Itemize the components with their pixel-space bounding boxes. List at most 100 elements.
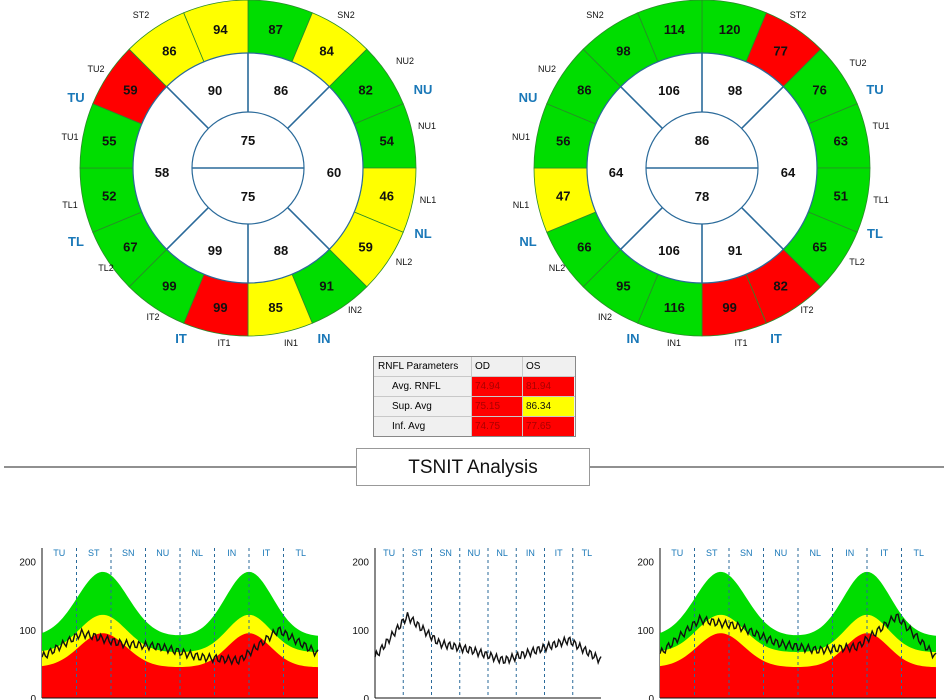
sector-label: IN1 xyxy=(284,338,298,348)
sector-value: 63 xyxy=(834,133,848,148)
tsnit-chart-overlay: 0 100 200 TU ST SN NU NL IN IT TL xyxy=(352,548,602,700)
quadrant-value: 88 xyxy=(274,243,288,258)
divider-line xyxy=(287,207,330,250)
table-row: Inf. Avg 74.75 77.65 xyxy=(374,416,575,436)
region-label: NU xyxy=(519,90,538,105)
region-label: TU xyxy=(866,82,883,97)
sector-label: TU2 xyxy=(87,64,104,74)
sector-value: 99 xyxy=(213,300,227,315)
y-tick-label: 100 xyxy=(352,626,369,637)
segment-label: TL xyxy=(582,548,593,558)
table-row: Avg. RNFL 74.94 81.94 xyxy=(374,376,575,396)
segment-label: NL xyxy=(496,548,508,558)
sector-label: NL1 xyxy=(420,195,437,205)
sector-value: 99 xyxy=(162,279,176,294)
od-sector-map: 87 84 82 54 46 59 91 85 99 99 67 52 55 59 86 94 90 86 58 6… xyxy=(61,0,437,348)
os-value: 77.65 xyxy=(523,417,574,436)
sector-label: NU2 xyxy=(538,64,556,74)
y-tick-label: 200 xyxy=(352,558,369,569)
sector-label: IT1 xyxy=(217,338,230,348)
quadrant-value: 106 xyxy=(658,83,680,98)
segment-label: NU xyxy=(774,548,787,558)
segment-label: NU xyxy=(156,548,169,558)
sector-value: 52 xyxy=(102,189,116,204)
sector-label: SN2 xyxy=(586,10,604,20)
y-tick-label: 100 xyxy=(637,626,654,637)
region-label: IT xyxy=(770,331,782,346)
rnfl-thickness-line xyxy=(41,626,319,666)
region-label: NL xyxy=(519,234,536,249)
sector-label: TL2 xyxy=(849,257,865,267)
quadrant-value: 60 xyxy=(327,165,341,180)
header-od: OD xyxy=(472,357,523,376)
os-sector-map: 120 77 76 63 51 65 82 99 116 95 66 47 56 86 98 114 106 9… xyxy=(512,0,890,348)
y-tick-label: 0 xyxy=(648,694,654,700)
center-value-bottom: 75 xyxy=(241,189,255,204)
sector-value: 94 xyxy=(213,22,228,37)
y-tick-label: 100 xyxy=(19,626,36,637)
od-value: 75.15 xyxy=(472,397,523,416)
sector-label: IT2 xyxy=(800,305,813,315)
os-value: 86.34 xyxy=(523,397,574,416)
divider-line xyxy=(620,207,663,250)
sector-label: IN1 xyxy=(667,338,681,348)
tsnit-analysis-title: TSNIT Analysis xyxy=(356,448,590,486)
sector-label: IN2 xyxy=(598,312,612,322)
sector-value: 95 xyxy=(616,279,630,294)
segment-label: TU xyxy=(671,548,683,558)
sector-value: 86 xyxy=(162,43,176,58)
region-label: IT xyxy=(175,331,187,346)
segment-label: IN xyxy=(526,548,535,558)
quadrant-value: 106 xyxy=(658,243,680,258)
sector-label: TL2 xyxy=(98,263,114,273)
sector-value: 46 xyxy=(380,189,394,204)
region-label: TL xyxy=(867,226,883,241)
sector-label: ST2 xyxy=(133,10,150,20)
quadrant-value: 86 xyxy=(274,83,288,98)
row-label: Inf. Avg xyxy=(374,417,472,436)
rnfl-parameters-table: RNFL Parameters OD OS Avg. RNFL 74.94 81… xyxy=(373,356,576,437)
tsnit-chart-od: 0 100 200 TU ST SN NU NL IN IT TL xyxy=(19,548,319,700)
sector-value: 56 xyxy=(556,133,570,148)
sector-value: 47 xyxy=(556,189,570,204)
divider-line xyxy=(287,86,330,129)
segment-label: IT xyxy=(880,548,889,558)
segment-label: SN xyxy=(439,548,452,558)
sector-value: 59 xyxy=(358,240,372,255)
sector-label: ST2 xyxy=(790,10,807,20)
sector-label: TU2 xyxy=(849,58,866,68)
od-value: 74.94 xyxy=(472,377,523,396)
table-row: Sup. Avg 75.15 86.34 xyxy=(374,396,575,416)
quadrant-value: 91 xyxy=(728,243,742,258)
segment-label: TU xyxy=(383,548,395,558)
sector-label: NL2 xyxy=(549,263,566,273)
divider-right xyxy=(590,466,944,468)
sector-value: 87 xyxy=(268,22,282,37)
divider-line xyxy=(166,86,209,129)
od-value: 74.75 xyxy=(472,417,523,436)
sector-label: NL2 xyxy=(396,257,413,267)
sector-value: 91 xyxy=(319,279,333,294)
segment-label: SN xyxy=(122,548,135,558)
segment-label: IT xyxy=(555,548,564,558)
row-label: Sup. Avg xyxy=(374,397,472,416)
sector-value: 99 xyxy=(722,300,736,315)
quadrant-value: 64 xyxy=(781,165,796,180)
segment-label: IN xyxy=(227,548,236,558)
segment-label: ST xyxy=(412,548,424,558)
sector-value: 98 xyxy=(616,43,630,58)
segment-label: NL xyxy=(809,548,821,558)
sector-value: 114 xyxy=(664,22,686,37)
divider-line xyxy=(741,207,784,250)
y-tick-label: 200 xyxy=(637,558,654,569)
region-label: NL xyxy=(414,226,431,241)
region-label: IN xyxy=(318,331,331,346)
y-tick-label: 0 xyxy=(363,694,369,700)
y-tick-label: 0 xyxy=(30,694,36,700)
sector-value: 51 xyxy=(834,189,848,204)
quadrant-value: 99 xyxy=(208,243,222,258)
sector-value: 66 xyxy=(577,240,591,255)
divider-line xyxy=(620,86,663,129)
y-tick-label: 200 xyxy=(19,558,36,569)
quadrant-value: 90 xyxy=(208,83,222,98)
